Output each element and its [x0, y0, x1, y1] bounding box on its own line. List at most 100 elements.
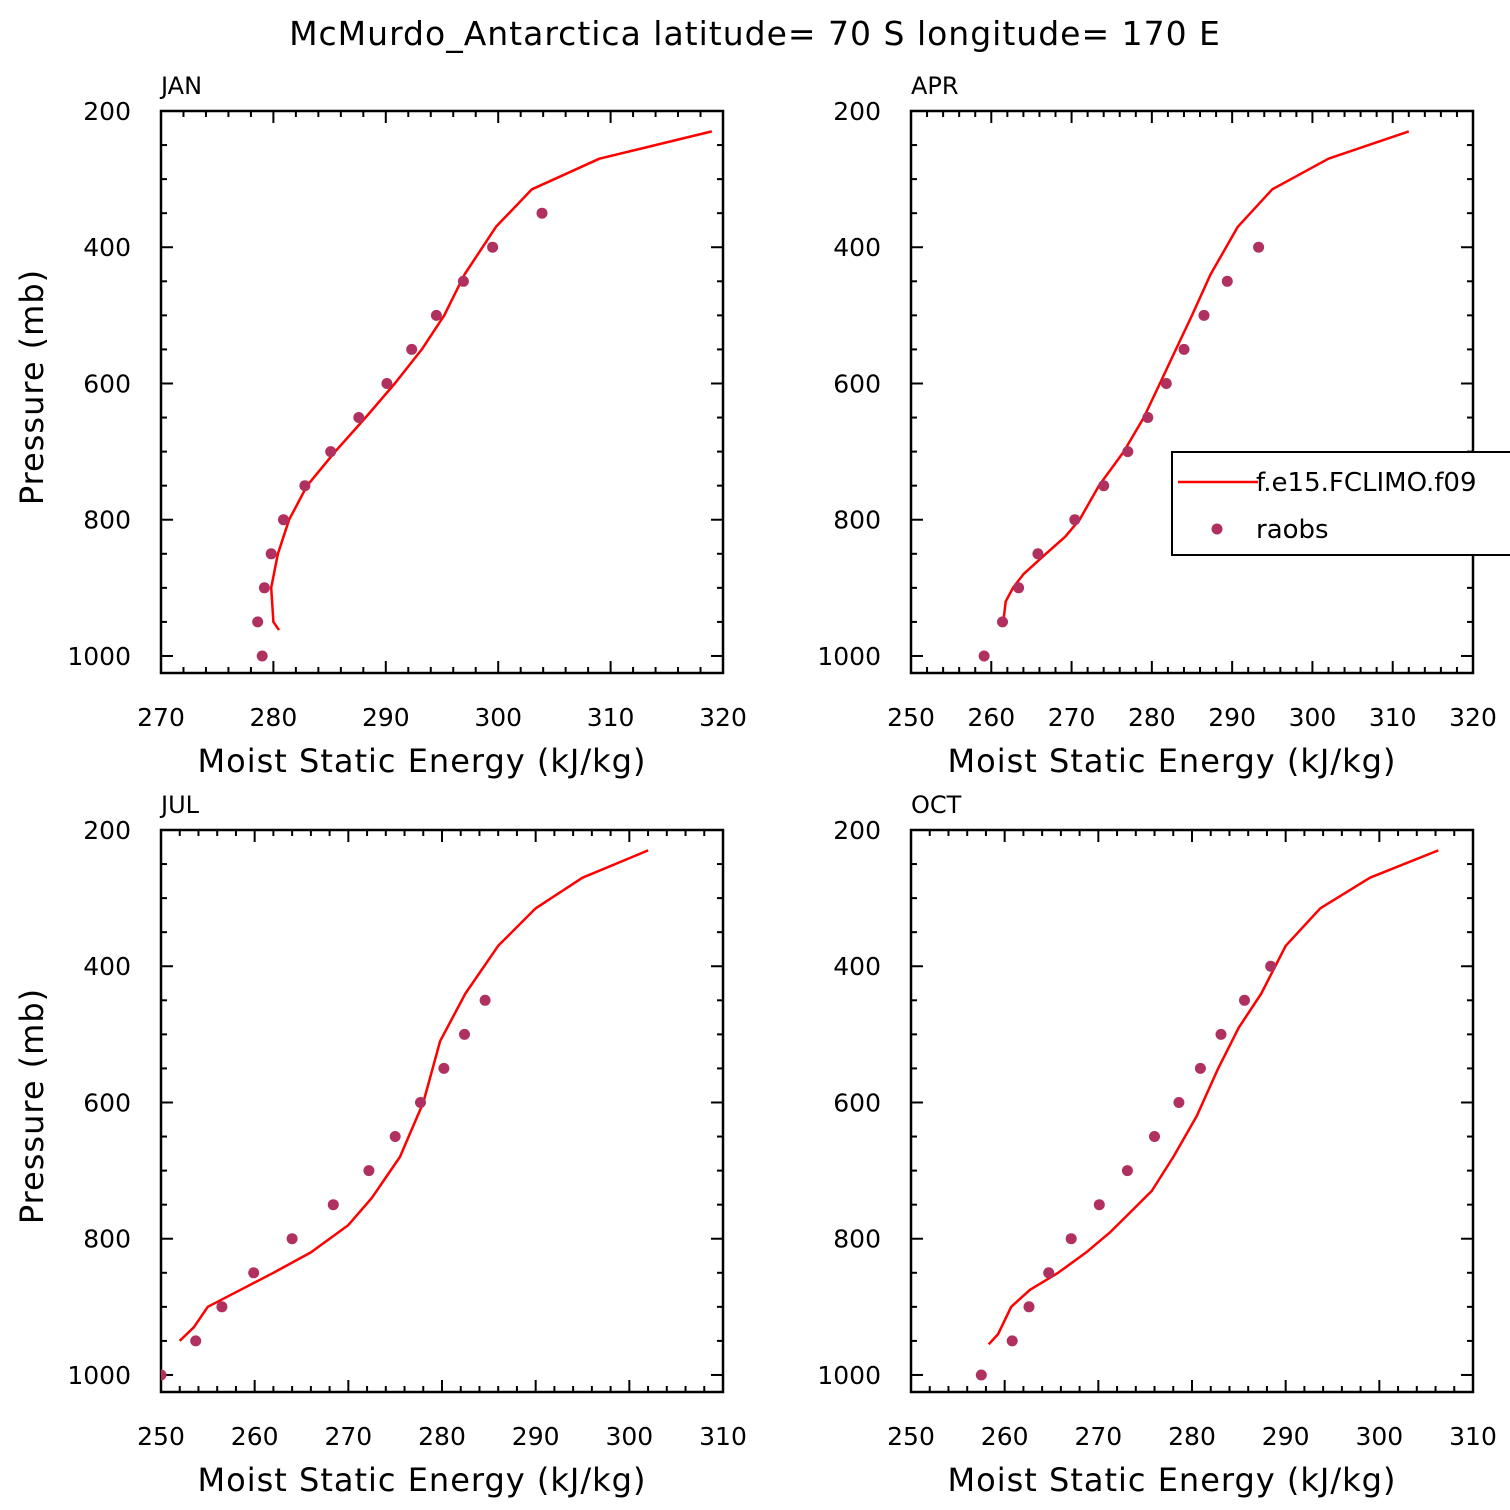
y-tick-label: 200 [83, 97, 131, 126]
y-axis-title: Pressure (mb) [13, 269, 51, 505]
panel-label: JUL [159, 791, 200, 819]
x-tick-label: 300 [605, 1422, 653, 1451]
x-tick-label: 280 [1168, 1422, 1216, 1451]
x-tick-label: 310 [1369, 703, 1417, 732]
raobs-point [1178, 343, 1190, 355]
raobs-point [487, 241, 499, 253]
raobs-point [1043, 1267, 1055, 1279]
x-tick-label: 260 [967, 703, 1015, 732]
raobs-point [327, 1199, 339, 1211]
y-tick-label: 600 [833, 1088, 881, 1117]
raobs-point [479, 994, 491, 1006]
panel-jul: 250 260 270 280 290 300 310 200 400 600 800 1000 JUL… [13, 791, 747, 1499]
raobs-point [1239, 994, 1250, 1006]
y-tick-label: 1000 [67, 1361, 131, 1390]
raobs-point [415, 1097, 426, 1108]
panel-label: OCT [911, 791, 962, 819]
raobs-point [430, 309, 442, 321]
raobs-point [1098, 480, 1110, 492]
x-axis-title: Moist Static Energy (kJ/kg) [948, 742, 1397, 780]
raobs-point [1194, 1062, 1206, 1074]
model-line [987, 849, 1439, 1346]
legend-box [1171, 451, 1510, 556]
y-tick-label: 200 [83, 816, 131, 845]
raobs-point [190, 1335, 202, 1347]
x-tick-label: 290 [362, 703, 410, 732]
raobs-point [457, 275, 469, 287]
y-tick-label: 1000 [817, 642, 881, 671]
raobs-point [1173, 1097, 1185, 1108]
y-tick-label: 400 [833, 233, 881, 262]
x-tick-label: 320 [1449, 703, 1497, 732]
raobs-point [252, 616, 264, 628]
x-tick-label: 260 [231, 1422, 279, 1451]
raobs-point [978, 650, 990, 662]
x-tick-label: 270 [1048, 703, 1096, 732]
y-tick-label: 200 [833, 97, 881, 126]
raobs-point [325, 446, 337, 458]
legend: f.e15.FCLIMO.f09 raobs [1171, 451, 1510, 556]
raobs-point [1253, 241, 1265, 253]
panels: 270 280 290 300 310 320 200 400 600 800 1000 JAN Moi… [13, 72, 1510, 1499]
x-tick-label: 280 [250, 703, 298, 732]
raobs-point [406, 343, 418, 355]
x-tick-label: 250 [887, 1422, 935, 1451]
x-tick-label: 300 [1289, 703, 1337, 732]
x-tick-label: 290 [1208, 703, 1256, 732]
raobs-point [278, 514, 289, 526]
raobs-point [438, 1062, 450, 1074]
raobs-point [975, 1369, 987, 1381]
x-tick-label: 290 [1262, 1422, 1310, 1451]
plot-area [252, 130, 713, 662]
y-tick-label: 400 [83, 233, 131, 262]
raobs-point [1121, 1165, 1133, 1177]
model-line [178, 849, 649, 1342]
raobs-point [389, 1131, 401, 1142]
raobs-point [1142, 412, 1154, 423]
x-tick-label: 260 [981, 1422, 1029, 1451]
plot-frame [909, 109, 1475, 675]
y-tick-label: 1000 [817, 1361, 881, 1390]
raobs-point [1221, 275, 1233, 287]
raobs-point [1198, 309, 1210, 321]
plot-area [161, 849, 649, 1381]
y-tick-label: 800 [833, 1225, 881, 1254]
y-tick-label: 1000 [67, 642, 131, 671]
y-tick-label: 600 [83, 369, 131, 398]
plot-frame [159, 109, 725, 675]
raobs-point [997, 616, 1008, 628]
raobs-point [248, 1267, 260, 1279]
legend-marker-swatch [1211, 523, 1223, 535]
y-tick-label: 600 [833, 369, 881, 398]
raobs-point [258, 582, 270, 594]
x-tick-label: 310 [1449, 1422, 1497, 1451]
panel-oct: 250 260 270 280 290 300 310 200 400 600 800 1000 OCT… [817, 791, 1496, 1499]
raobs-point [459, 1028, 470, 1040]
x-tick-label: 320 [699, 703, 747, 732]
x-tick-label: 300 [1355, 1422, 1403, 1451]
y-tick-label: 400 [833, 952, 881, 981]
x-axis-title: Moist Static Energy (kJ/kg) [948, 1461, 1397, 1499]
y-tick-label: 800 [83, 1225, 131, 1254]
raobs-point [256, 650, 268, 662]
x-tick-label: 250 [887, 703, 935, 732]
raobs-point [161, 1369, 167, 1381]
raobs-point [1006, 1335, 1018, 1347]
raobs-point [1149, 1131, 1160, 1142]
raobs-point [216, 1301, 228, 1313]
y-tick-label: 400 [83, 952, 131, 981]
raobs-point [265, 548, 277, 560]
panel-label: JAN [159, 72, 202, 100]
raobs-point [353, 412, 365, 423]
legend-label-raobs: raobs [1256, 515, 1329, 545]
plot-area [975, 849, 1439, 1381]
raobs-point [381, 378, 393, 389]
y-tick-label: 800 [83, 506, 131, 535]
raobs-point [1265, 960, 1277, 972]
raobs-point [1093, 1199, 1105, 1211]
x-tick-label: 250 [137, 1422, 185, 1451]
raobs-point [1122, 446, 1134, 458]
panel-label: APR [911, 72, 959, 100]
figure-title: McMurdo_Antarctica latitude= 70 S longit… [289, 14, 1221, 53]
